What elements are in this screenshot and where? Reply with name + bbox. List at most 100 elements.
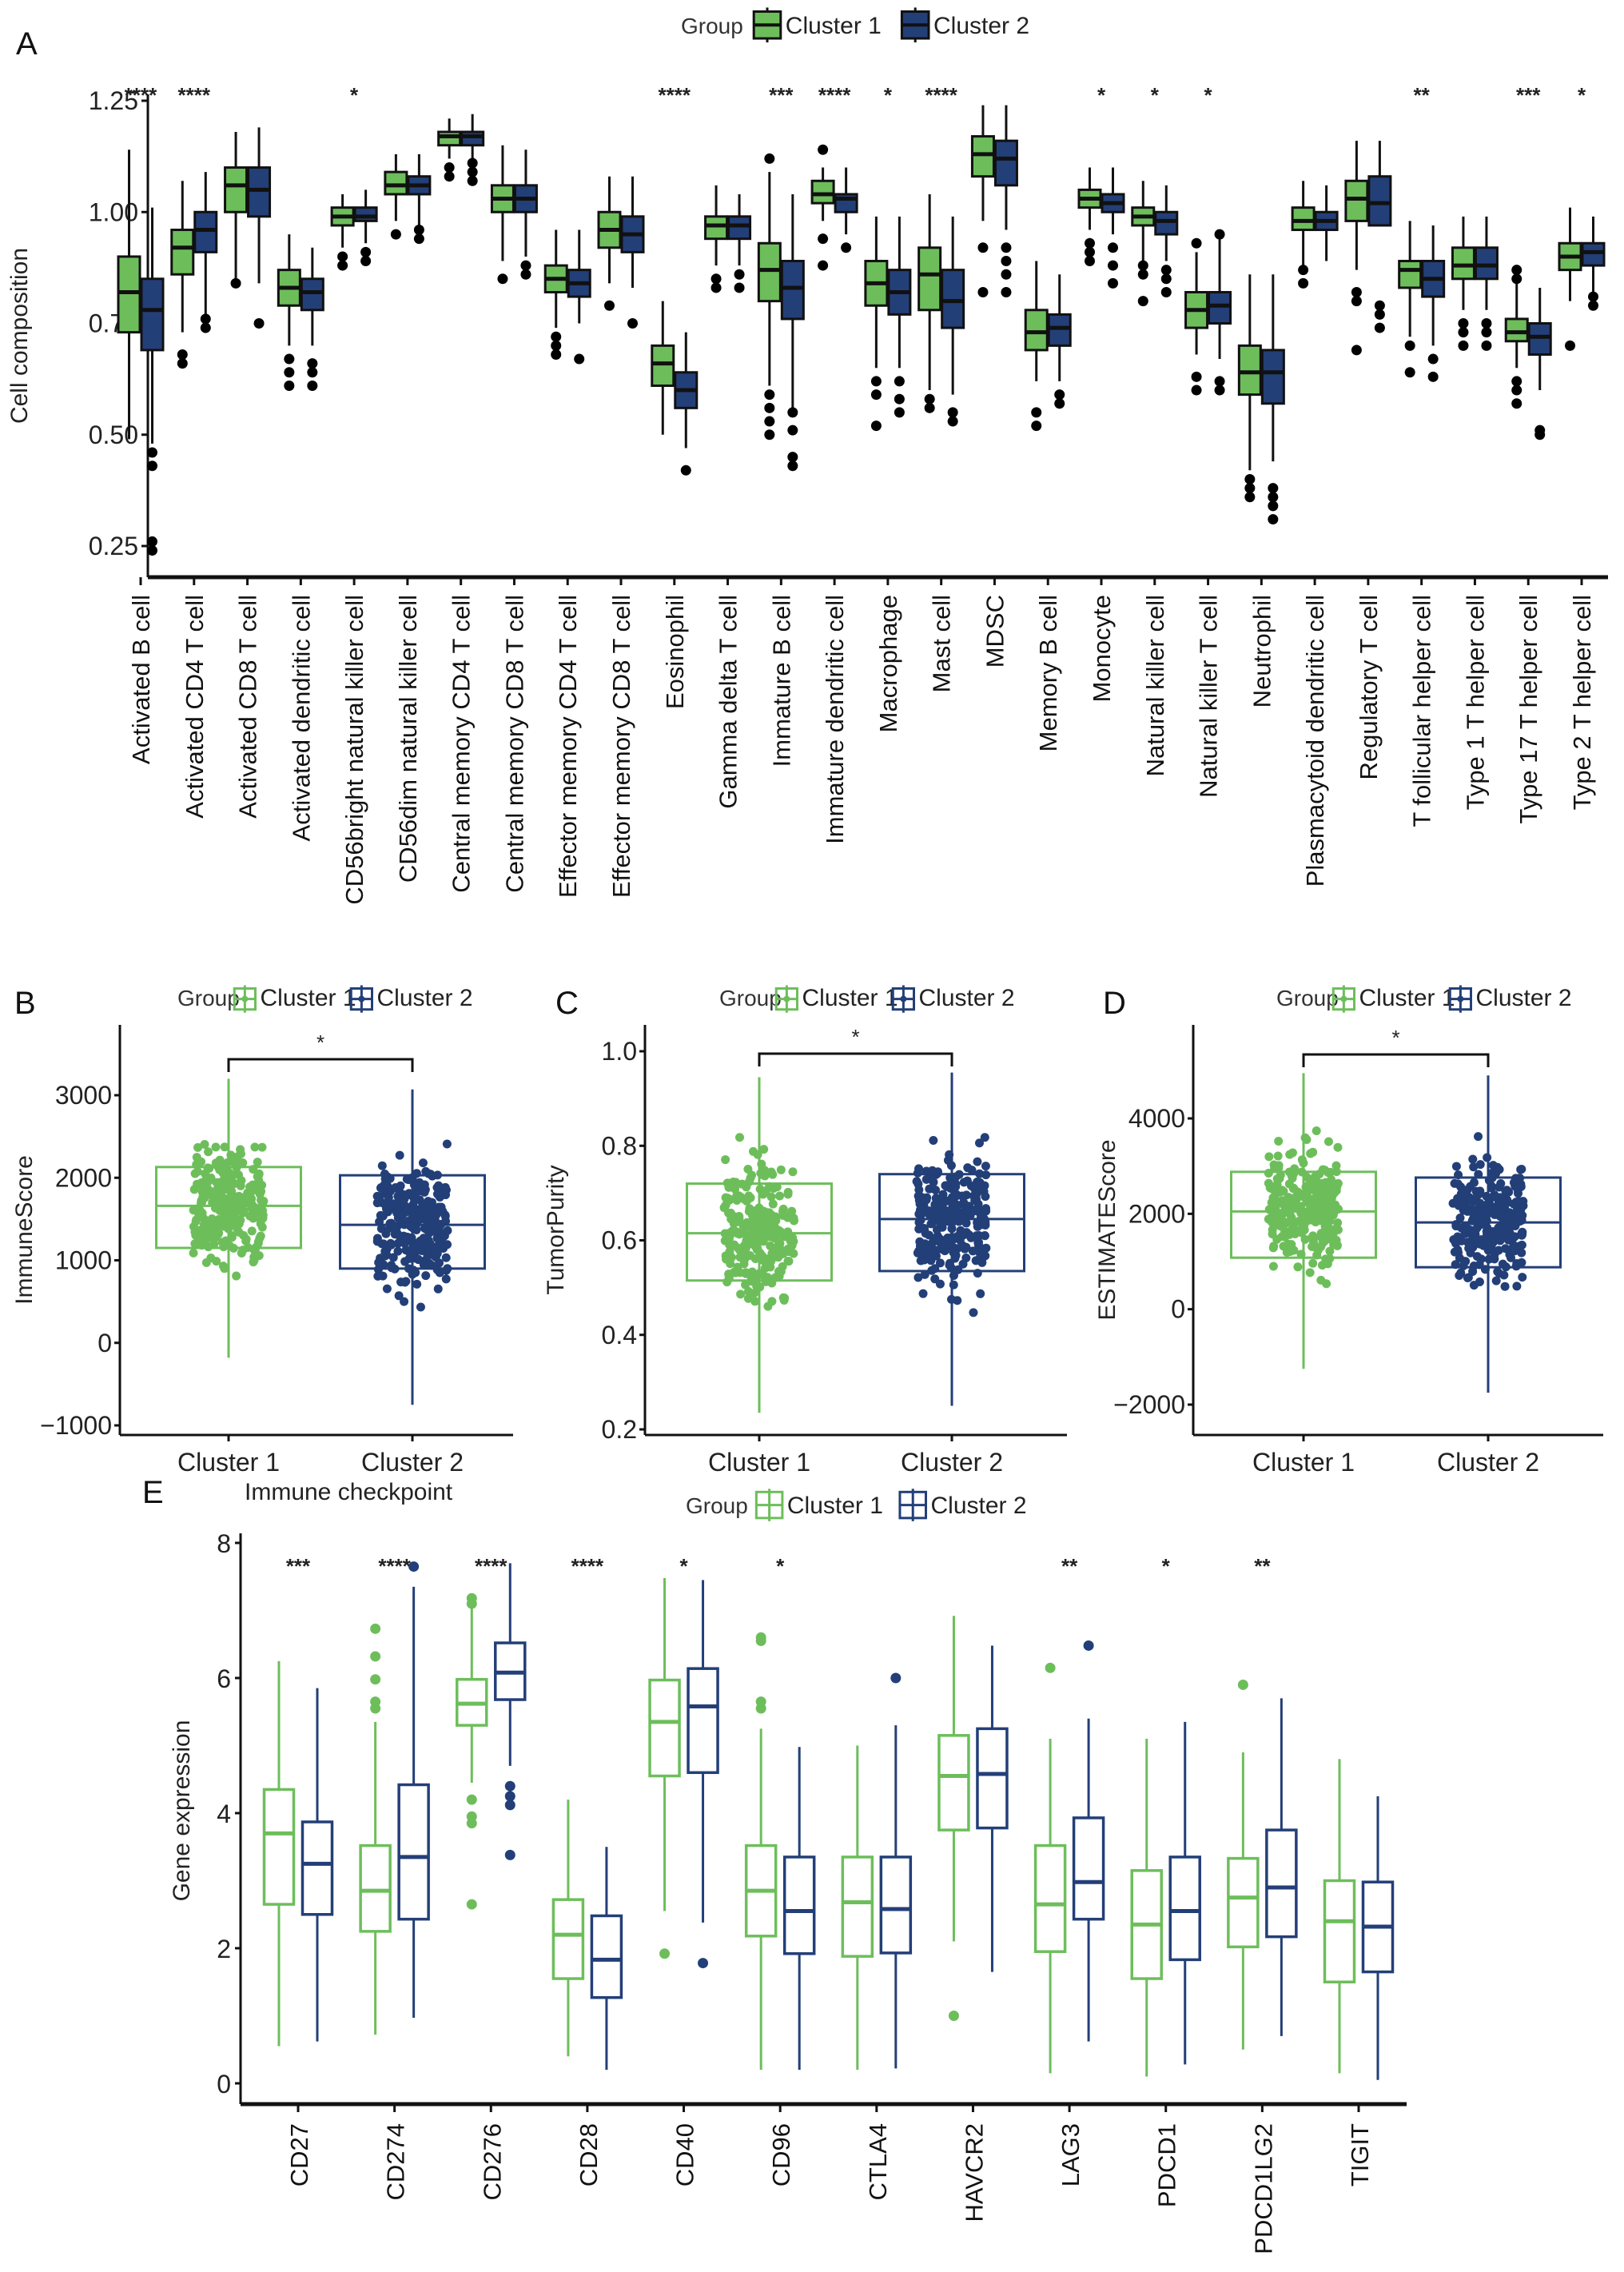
data-point bbox=[1273, 1151, 1283, 1161]
outlier-point bbox=[1001, 242, 1012, 253]
data-point bbox=[223, 1207, 233, 1217]
jitter-points bbox=[1264, 1126, 1343, 1289]
data-point bbox=[221, 1195, 230, 1205]
box-body bbox=[437, 130, 462, 147]
significance-bracket: * bbox=[758, 1025, 953, 1066]
box-cluster-2 bbox=[674, 332, 699, 476]
box-body bbox=[810, 179, 835, 205]
box-cluster-1 bbox=[262, 1660, 296, 2047]
data-point bbox=[1475, 1160, 1485, 1170]
data-point bbox=[977, 1251, 987, 1261]
data-point bbox=[971, 1206, 981, 1215]
significance-label: **** bbox=[659, 83, 691, 107]
data-point bbox=[227, 1233, 237, 1242]
box-cluster-1 bbox=[1033, 1662, 1067, 2074]
data-point bbox=[753, 1150, 762, 1159]
data-point bbox=[201, 1216, 210, 1226]
box-cluster-1 bbox=[1323, 1759, 1356, 2074]
outlier-point bbox=[1191, 385, 1202, 396]
data-point bbox=[1312, 1126, 1321, 1136]
legend-label: Cluster 1 bbox=[1359, 985, 1455, 1011]
x-tick-label: Activated B cell bbox=[127, 595, 155, 764]
data-point bbox=[1471, 1225, 1481, 1234]
x-tick-label: Eosinophil bbox=[661, 595, 689, 709]
data-point bbox=[1333, 1218, 1343, 1228]
data-point bbox=[1475, 1198, 1485, 1208]
data-point bbox=[379, 1239, 388, 1249]
data-point bbox=[914, 1210, 924, 1219]
box-body bbox=[780, 260, 805, 321]
data-point bbox=[1469, 1281, 1479, 1290]
data-point bbox=[1485, 1194, 1495, 1203]
data-point bbox=[1503, 1195, 1512, 1205]
data-point bbox=[381, 1204, 391, 1214]
data-point bbox=[1327, 1193, 1336, 1202]
legend-item-cluster-2: Cluster 2 bbox=[898, 1489, 1027, 1521]
data-point bbox=[1325, 1246, 1335, 1256]
outlier-point bbox=[1588, 300, 1598, 311]
outlier-point bbox=[337, 251, 348, 262]
x-tick-label: Cluster 1 bbox=[1252, 1448, 1355, 1477]
data-point bbox=[1318, 1238, 1327, 1248]
box-cluster-1 bbox=[864, 216, 889, 432]
data-point bbox=[929, 1178, 938, 1187]
box-body bbox=[1367, 175, 1392, 227]
data-point bbox=[218, 1262, 228, 1271]
outlier-point bbox=[924, 393, 935, 405]
data-point bbox=[784, 1257, 794, 1266]
box-body bbox=[937, 1734, 970, 1832]
box-cluster-1 bbox=[551, 1800, 585, 2057]
significance-label: * bbox=[776, 1554, 785, 1578]
data-point bbox=[193, 1166, 202, 1176]
legend: Group Cluster 1 Cluster 2 bbox=[681, 7, 1029, 43]
box-cluster-2 bbox=[567, 229, 591, 365]
outlier-point bbox=[504, 1800, 515, 1811]
data-point bbox=[969, 1308, 978, 1317]
data-point bbox=[249, 1186, 259, 1195]
box-body bbox=[1291, 206, 1316, 232]
outlier-point bbox=[1458, 318, 1469, 329]
box-cluster-1 bbox=[437, 118, 462, 182]
y-tick-label: 0.50 bbox=[89, 421, 138, 449]
box-body bbox=[397, 1783, 430, 1921]
data-point bbox=[202, 1183, 212, 1193]
data-point bbox=[734, 1133, 744, 1142]
data-point bbox=[1483, 1153, 1492, 1162]
box-body bbox=[1398, 260, 1423, 289]
box-cluster-2 bbox=[1474, 216, 1499, 351]
data-point bbox=[1491, 1276, 1501, 1285]
x-tick-label: Gamma delta T cell bbox=[714, 595, 742, 809]
significance-bracket: * bbox=[227, 1030, 414, 1072]
outlier-point bbox=[1374, 309, 1385, 320]
data-point bbox=[914, 1185, 924, 1194]
box-cluster-2 bbox=[1072, 1640, 1105, 2042]
data-point bbox=[189, 1248, 198, 1258]
data-point bbox=[963, 1163, 973, 1173]
data-point bbox=[1302, 1172, 1312, 1182]
data-point bbox=[787, 1206, 797, 1216]
box-cluster-1 bbox=[490, 145, 515, 285]
y-tick-label: 0.25 bbox=[89, 532, 138, 560]
data-point bbox=[1279, 1186, 1288, 1196]
y-tick-label: −2000 bbox=[1113, 1390, 1185, 1419]
outlier-point bbox=[1085, 256, 1095, 267]
outlier-point bbox=[710, 273, 722, 285]
outlier-point bbox=[734, 269, 745, 280]
data-point bbox=[1313, 1195, 1323, 1205]
data-point bbox=[1511, 1221, 1520, 1230]
outlier-point bbox=[764, 402, 775, 413]
legend-label: Cluster 1 bbox=[787, 1493, 883, 1519]
data-point bbox=[928, 1166, 937, 1175]
data-point bbox=[372, 1191, 382, 1201]
data-point bbox=[759, 1145, 769, 1154]
legend-item-cluster-2: Cluster 2 bbox=[349, 985, 473, 1013]
data-point bbox=[397, 1211, 407, 1221]
data-point bbox=[189, 1185, 199, 1194]
box-cluster-1 bbox=[1230, 1073, 1377, 1369]
legend-item-cluster-1: Cluster 1 bbox=[752, 7, 882, 43]
outlier-point bbox=[1511, 385, 1522, 396]
box-body bbox=[1033, 1844, 1067, 1953]
box-cluster-2 bbox=[780, 193, 805, 472]
significance-label: *** bbox=[286, 1554, 311, 1578]
data-point bbox=[744, 1191, 754, 1201]
